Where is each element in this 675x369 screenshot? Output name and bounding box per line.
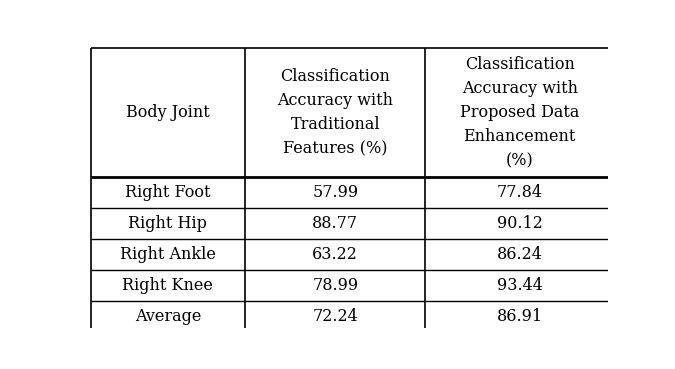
Text: Right Hip: Right Hip <box>128 215 207 232</box>
Text: Body Joint: Body Joint <box>126 104 210 121</box>
Text: Classification
Accuracy with
Proposed Data
Enhancement
(%): Classification Accuracy with Proposed Da… <box>460 55 579 169</box>
Text: Right Foot: Right Foot <box>125 184 211 201</box>
Text: 93.44: 93.44 <box>497 277 543 294</box>
Text: 77.84: 77.84 <box>497 184 543 201</box>
Text: 57.99: 57.99 <box>312 184 358 201</box>
Text: 78.99: 78.99 <box>312 277 358 294</box>
Text: 86.24: 86.24 <box>497 246 543 263</box>
Text: Right Ankle: Right Ankle <box>120 246 216 263</box>
Text: Classification
Accuracy with
Traditional
Features (%): Classification Accuracy with Traditional… <box>277 68 394 157</box>
Text: Average: Average <box>134 308 201 325</box>
Text: 86.91: 86.91 <box>497 308 543 325</box>
Text: 90.12: 90.12 <box>497 215 543 232</box>
Text: 88.77: 88.77 <box>312 215 358 232</box>
Text: 72.24: 72.24 <box>313 308 358 325</box>
Text: 63.22: 63.22 <box>313 246 358 263</box>
Text: Right Knee: Right Knee <box>122 277 213 294</box>
